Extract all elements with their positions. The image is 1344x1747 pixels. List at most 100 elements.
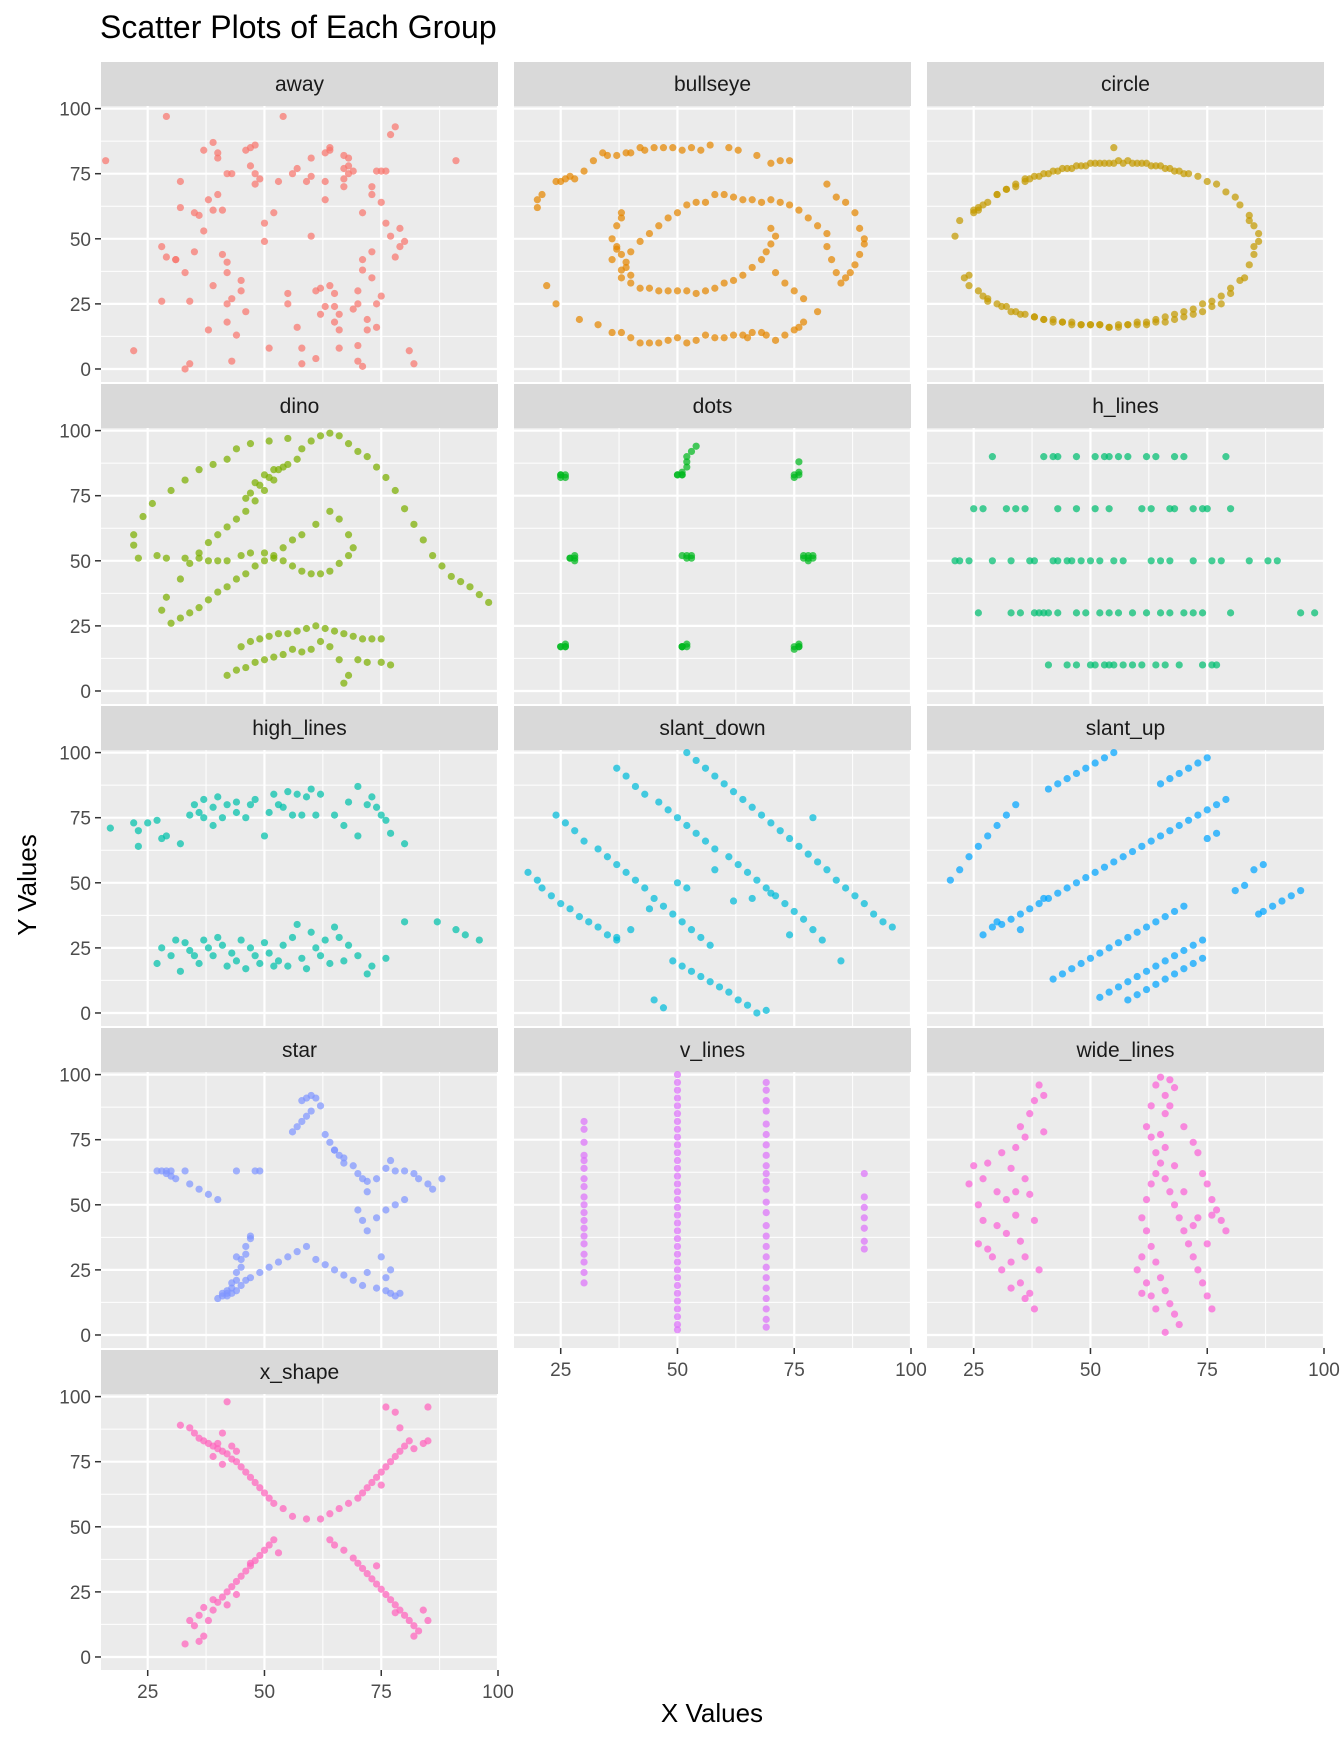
data-point	[701, 287, 710, 295]
data-point	[762, 1120, 770, 1128]
data-point	[223, 1601, 231, 1609]
data-point	[1208, 557, 1216, 565]
data-point	[1245, 211, 1253, 219]
data-point	[386, 131, 395, 139]
data-point	[307, 928, 315, 936]
data-point	[711, 772, 719, 780]
y-tick-label: 50	[70, 230, 91, 251]
data-point	[237, 936, 245, 944]
data-point	[1231, 887, 1239, 895]
data-point	[1152, 980, 1160, 988]
data-point	[701, 331, 710, 339]
data-point	[195, 549, 203, 557]
data-point	[181, 939, 189, 947]
data-point	[617, 209, 626, 217]
data-point	[372, 1562, 381, 1570]
data-point	[842, 198, 850, 206]
data-point	[419, 536, 427, 544]
data-point	[1189, 305, 1197, 313]
data-point	[547, 892, 555, 900]
data-point	[673, 334, 682, 342]
data-point	[1044, 609, 1053, 617]
data-point	[335, 515, 343, 523]
data-point	[673, 1086, 682, 1094]
data-point	[321, 177, 329, 186]
data-point	[979, 931, 987, 939]
data-point	[181, 269, 189, 277]
data-point	[1044, 785, 1053, 793]
data-point	[1166, 1102, 1174, 1110]
data-point	[358, 256, 367, 264]
data-point	[1203, 806, 1211, 814]
data-point	[1194, 172, 1202, 180]
data-point	[242, 814, 250, 822]
data-point	[396, 224, 404, 232]
data-point	[650, 894, 658, 903]
data-point	[965, 282, 973, 290]
data-point	[725, 144, 733, 152]
data-point	[1105, 505, 1113, 513]
data-point	[984, 1159, 992, 1167]
data-point	[228, 357, 236, 365]
data-point	[1208, 1211, 1216, 1219]
data-point	[1063, 661, 1071, 669]
data-point	[274, 957, 283, 965]
data-point	[757, 811, 766, 819]
data-point	[382, 167, 390, 175]
data-point	[1035, 1266, 1043, 1274]
strip-background	[927, 706, 1324, 750]
data-point	[580, 1175, 588, 1183]
data-point	[1142, 1123, 1151, 1131]
data-point	[326, 1510, 334, 1518]
data-point	[725, 853, 733, 861]
data-point	[377, 635, 385, 643]
y-tick-label: 100	[59, 744, 91, 765]
data-point	[326, 144, 334, 152]
data-point	[251, 795, 259, 804]
data-point	[1161, 661, 1169, 669]
data-point	[326, 1138, 334, 1146]
data-point	[358, 362, 367, 370]
data-point	[683, 453, 691, 461]
data-point	[102, 157, 110, 165]
data-point	[1096, 993, 1104, 1001]
data-point	[1189, 941, 1197, 949]
data-point	[683, 287, 691, 295]
data-point	[274, 1549, 283, 1557]
data-point	[195, 466, 203, 474]
data-point	[1152, 453, 1160, 461]
data-point	[1133, 1266, 1141, 1274]
data-point	[1054, 889, 1062, 897]
data-point	[1212, 661, 1221, 669]
data-point	[1222, 1227, 1230, 1235]
data-point	[683, 458, 691, 466]
data-point	[1222, 795, 1230, 804]
data-point	[475, 936, 483, 944]
data-point	[1021, 175, 1029, 183]
data-point	[762, 1242, 770, 1251]
data-point	[1133, 928, 1141, 936]
data-point	[1147, 1242, 1155, 1251]
data-point	[1044, 661, 1053, 669]
data-point	[739, 795, 747, 804]
data-point	[1250, 222, 1258, 230]
data-point	[1212, 1206, 1221, 1214]
data-point	[575, 913, 583, 921]
y-tick-label: 100	[59, 100, 91, 121]
data-point	[386, 1458, 395, 1466]
data-point	[627, 334, 635, 342]
data-point	[340, 1546, 348, 1554]
data-point	[683, 463, 691, 471]
data-point	[734, 996, 742, 1004]
data-point	[1184, 816, 1193, 824]
data-point	[200, 814, 208, 822]
data-point	[1180, 965, 1188, 973]
data-point	[1236, 276, 1244, 285]
data-point	[974, 1240, 982, 1248]
data-point	[988, 557, 996, 565]
data-point	[970, 209, 978, 217]
data-point	[400, 918, 409, 926]
data-point	[214, 1195, 222, 1204]
data-point	[246, 489, 255, 497]
data-point	[302, 793, 311, 801]
